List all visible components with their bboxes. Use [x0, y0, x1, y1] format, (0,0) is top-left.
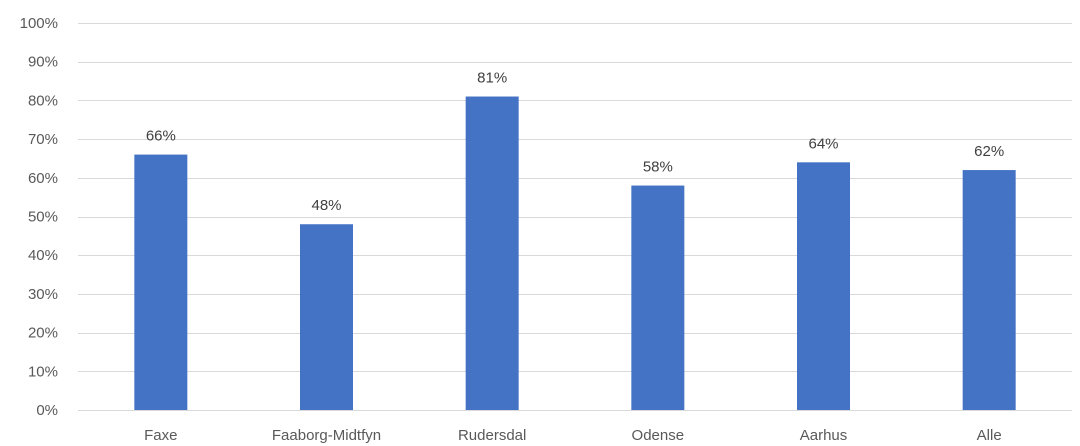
x-category-label: Faaborg-Midtfyn: [272, 427, 381, 444]
x-category-label: Aarhus: [800, 427, 848, 444]
x-category-label: Rudersdal: [458, 427, 526, 444]
y-tick-label: 60%: [28, 170, 58, 187]
y-axis-tick-labels: 0% 10% 20% 30% 40% 50% 60% 70% 80% 90% 100%: [20, 15, 58, 419]
x-category-label: Odense: [632, 427, 685, 444]
bar-aarhus: [797, 162, 850, 410]
y-tick-label: 90%: [28, 54, 58, 71]
x-category-label: Faxe: [144, 427, 177, 444]
y-tick-label: 0%: [36, 402, 58, 419]
y-tick-label: 40%: [28, 247, 58, 264]
data-label: 58%: [643, 159, 673, 176]
x-category-label: Alle: [977, 427, 1002, 444]
bars: [134, 96, 1016, 410]
data-labels: 66% 48% 81% 58% 64% 62%: [146, 70, 1004, 215]
y-tick-label: 10%: [28, 363, 58, 380]
gridlines: [78, 23, 1072, 411]
y-tick-label: 70%: [28, 131, 58, 148]
data-label: 64%: [808, 135, 838, 152]
bar-rudersdal: [465, 96, 519, 410]
x-axis-category-labels: Faxe Faaborg-Midtfyn Rudersdal Odense Aarhus…: [144, 427, 1002, 444]
y-tick-label: 20%: [28, 325, 58, 342]
bar-faaborg-midtfyn: [300, 224, 353, 410]
data-label: 81%: [477, 70, 507, 87]
bar-odense: [631, 185, 685, 410]
y-tick-label: 50%: [28, 209, 58, 226]
y-tick-label: 30%: [28, 286, 58, 303]
data-label: 62%: [974, 143, 1004, 160]
bar-faxe: [134, 154, 188, 410]
bar-alle: [962, 170, 1016, 410]
y-tick-label: 80%: [28, 92, 58, 109]
y-tick-label: 100%: [20, 15, 58, 32]
data-label: 66%: [146, 128, 176, 145]
data-label: 48%: [311, 197, 341, 214]
